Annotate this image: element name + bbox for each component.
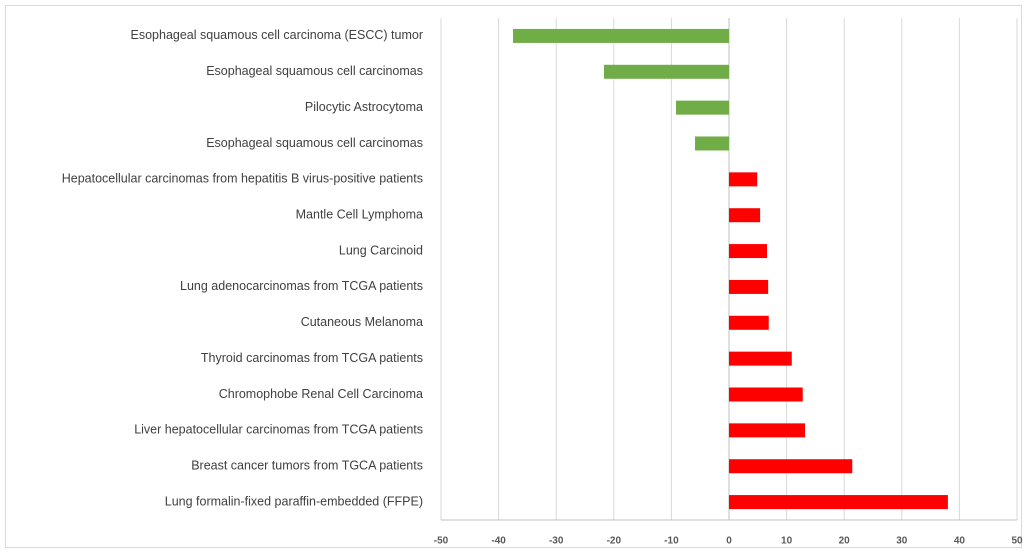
y-tick-label: Mantle Cell Lymphoma [296,208,423,222]
bar [729,208,761,223]
y-tick-label: Chromophobe Renal Cell Carcinoma [219,387,423,401]
chart-border [5,5,1022,548]
y-tick-label: Lung Carcinoid [339,243,423,257]
bar [729,387,803,402]
x-tick-label: 0 [726,536,732,547]
y-tick-label: Breast cancer tumors from TGCA patients [191,459,423,473]
x-tick-label: -50 [434,536,449,547]
bar [729,351,792,366]
bar [729,244,768,259]
bar [513,28,729,43]
bar [676,100,729,115]
y-tick-label: Hepatocellular carcinomas from hepatitis… [62,172,423,186]
y-tick-label: Liver hepatocellular carcinomas from TCG… [134,423,423,437]
y-tick-label: Esophageal squamous cell carcinoma (ESCC… [131,28,424,42]
y-tick-label: Esophageal squamous cell carcinomas [206,64,423,78]
y-tick-label: Cutaneous Melanoma [301,315,423,329]
bar [729,279,769,294]
x-tick-label: 40 [954,536,966,547]
x-tick-label: -40 [491,536,506,547]
x-tick-label: 50 [1011,536,1023,547]
x-tick-label: 20 [839,536,851,547]
y-tick-label: Lung adenocarcinomas from TCGA patients [180,279,423,293]
x-tick-label: 10 [781,536,793,547]
y-tick-label: Esophageal squamous cell carcinomas [206,136,423,150]
y-tick-label: Lung formalin-fixed paraffin-embedded (F… [165,494,423,508]
x-tick-label: -30 [549,536,564,547]
bar [604,64,729,79]
x-tick-label: -10 [664,536,679,547]
bar [729,315,769,330]
x-tick-label: 30 [896,536,908,547]
bar [729,495,948,510]
y-tick-label: Thyroid carcinomas from TCGA patients [201,351,423,365]
bar [729,459,853,474]
x-tick-label: -20 [607,536,622,547]
bar [729,172,758,187]
y-tick-label: Pilocytic Astrocytoma [305,100,423,114]
bar [729,423,806,438]
bar [695,136,729,151]
